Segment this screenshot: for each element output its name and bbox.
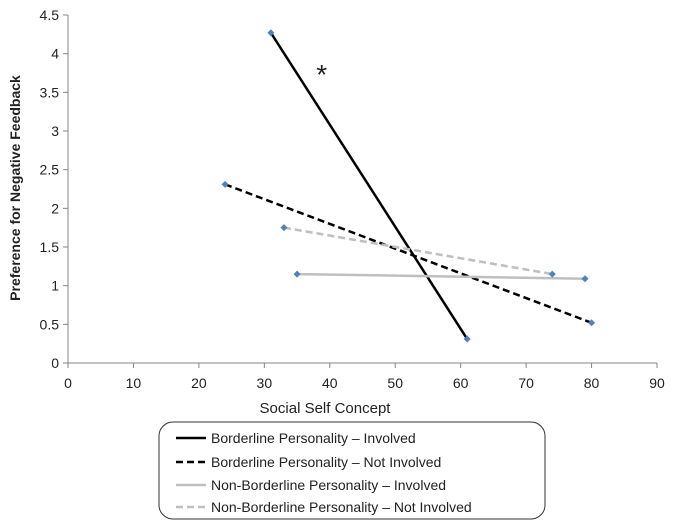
y-tick-label: 4.5	[40, 7, 60, 23]
y-tick-label: 4	[51, 46, 59, 62]
x-tick-label: 60	[453, 375, 469, 391]
legend-label-3: Non-Borderline Personality – Involved	[211, 477, 446, 493]
x-tick-label: 30	[257, 375, 273, 391]
significance-asterisk: *	[316, 59, 327, 90]
series-layer	[222, 29, 595, 342]
x-tick-label: 80	[584, 375, 600, 391]
axes: 0 0.5 1 1.5 2 2.5 3 3.5 4 4.5 0 10 20 30 40 50 60 70 80 90	[40, 7, 665, 391]
y-tick-label: 1.5	[40, 239, 60, 255]
series-line-4	[284, 228, 552, 274]
y-tick-label: 3.5	[40, 84, 60, 100]
y-tick-label: 2.5	[40, 162, 60, 178]
x-tick-label: 70	[518, 375, 534, 391]
data-point-series-2	[588, 319, 595, 326]
series-line-1	[271, 33, 467, 339]
y-axis-title: Preference for Negative Feedback	[7, 75, 23, 301]
x-tick-label: 0	[64, 375, 72, 391]
y-tick-label: 0.5	[40, 316, 60, 332]
y-tick-label: 1	[51, 278, 59, 294]
data-point-series-4	[280, 224, 287, 231]
x-tick-label: 40	[322, 375, 338, 391]
data-point-series-3	[582, 275, 589, 282]
legend: Borderline Personality – Involved Borderl…	[159, 422, 545, 519]
legend-label-2: Borderline Personality – Not Involved	[211, 454, 441, 470]
data-point-series-4	[549, 271, 556, 278]
series-line-3	[297, 274, 585, 279]
legend-label-4: Non-Borderline Personality – Not Involve…	[211, 499, 472, 515]
x-tick-label: 90	[649, 375, 665, 391]
y-tick-label: 0	[51, 355, 59, 371]
annotation-layer: *	[316, 59, 327, 90]
series-line-2	[225, 184, 591, 322]
data-point-series-3	[294, 271, 301, 278]
y-tick-label: 3	[51, 123, 59, 139]
x-tick-label: 20	[191, 375, 207, 391]
x-tick-label: 10	[126, 375, 142, 391]
legend-label-1: Borderline Personality – Involved	[211, 430, 416, 446]
x-tick-label: 50	[387, 375, 403, 391]
x-axis-title: Social Self Concept	[260, 400, 392, 417]
y-tick-label: 2	[51, 200, 59, 216]
data-point-series-2	[222, 181, 229, 188]
